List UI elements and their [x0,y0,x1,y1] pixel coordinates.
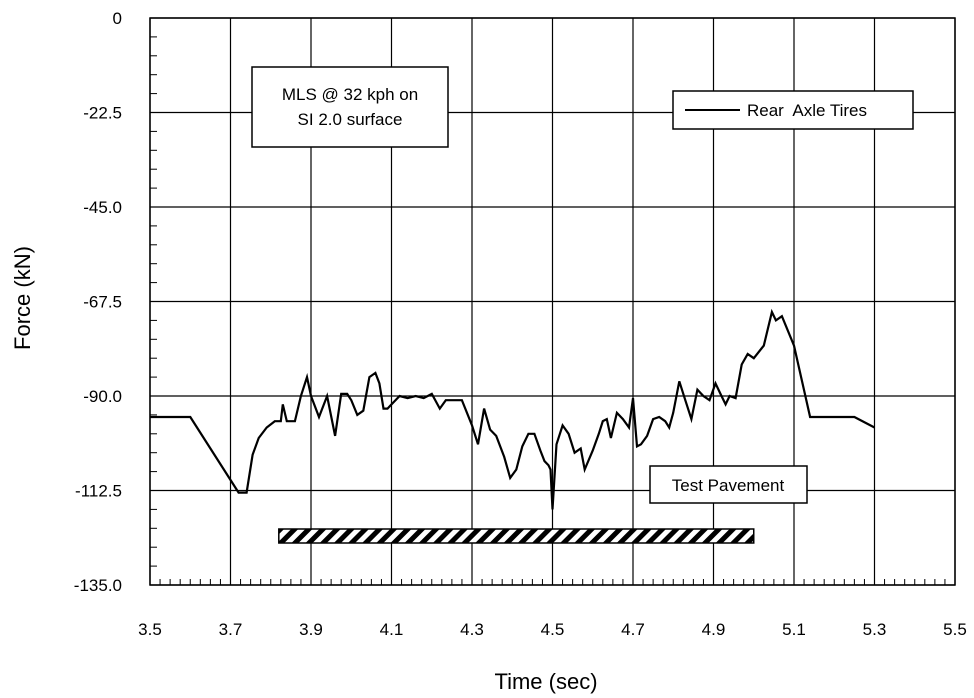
legend-label: Rear Axle Tires [747,101,867,120]
info-box-frame [251,66,449,148]
y-tick-label: -90.0 [83,387,122,406]
x-tick-label: 4.1 [380,620,404,639]
y-tick-label: -45.0 [83,198,122,217]
x-tick-label: 4.7 [621,620,645,639]
series-layer [150,308,876,510]
y-tick-label: -22.5 [83,104,122,123]
x-tick-label: 3.7 [219,620,243,639]
x-tick-label: 5.1 [782,620,806,639]
x-axis-title: Time (sec) [494,669,597,694]
x-tick-label: 3.5 [138,620,162,639]
y-tick-label: -135.0 [74,576,122,595]
plot-frame [149,17,956,586]
pavement-label-box: Test Pavement [649,465,808,504]
x-tick-label: 5.3 [863,620,887,639]
y-axis-title: Force (kN) [10,246,35,350]
y-tick-labels: 0 -22.5 -45.0 -67.5 -90.0 -112.5 -135.0 [74,9,122,595]
x-tick-label: 4.3 [460,620,484,639]
x-tick-label: 4.5 [541,620,565,639]
test-pavement-bar [278,528,755,544]
pavement-label: Test Pavement [672,476,785,495]
y-tick-label: -67.5 [83,293,122,312]
y-tick-label: 0 [113,9,122,28]
info-box-line-1: MLS @ 32 kph on [282,85,418,104]
x-tick-label: 4.9 [702,620,726,639]
x-tick-labels: 3.5 3.7 3.9 4.1 4.3 4.5 4.7 4.9 5.1 5.3 5.5 [138,620,967,639]
x-tick-label: 5.5 [943,620,967,639]
info-box: MLS @ 32 kph on SI 2.0 surface [251,66,449,148]
x-tick-label: 3.9 [299,620,323,639]
legend: Rear Axle Tires [672,90,914,130]
series-line-rear-axle-tires [150,308,876,510]
minor-ticks [149,17,956,586]
pavement-label-frame [649,465,808,504]
info-box-line-2: SI 2.0 surface [298,110,403,129]
y-tick-label: -112.5 [75,482,122,501]
